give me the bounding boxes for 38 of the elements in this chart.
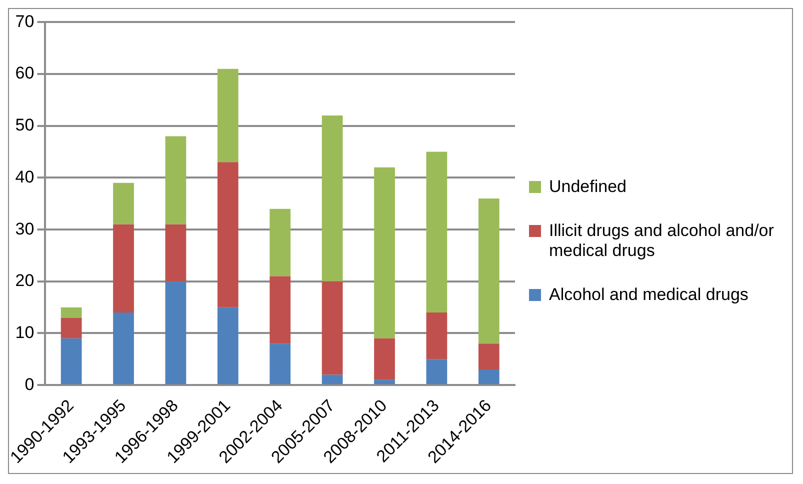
bar xyxy=(426,312,448,360)
y-tick-label: 20 xyxy=(15,271,34,290)
bar xyxy=(217,68,238,162)
bar xyxy=(478,370,500,384)
bar xyxy=(165,136,186,224)
y-tick-label: 30 xyxy=(15,219,34,238)
y-tick-label: 0 xyxy=(24,374,34,394)
bar xyxy=(217,307,238,384)
bar xyxy=(217,162,238,308)
legend-label: Alcohol and medical drugs xyxy=(549,285,748,305)
y-tick-label: 50 xyxy=(15,116,34,135)
bar xyxy=(270,276,291,344)
y-tick-label: 40 xyxy=(15,167,34,186)
bar xyxy=(322,281,343,375)
y-tick-label: 60 xyxy=(15,64,34,83)
bar xyxy=(165,281,186,384)
bar xyxy=(374,380,395,384)
bar xyxy=(478,198,500,344)
bar xyxy=(270,208,291,276)
legend-label: Undefined xyxy=(549,177,627,197)
bar xyxy=(60,318,82,338)
bar xyxy=(426,152,448,313)
bar xyxy=(60,307,82,318)
bar xyxy=(374,167,395,338)
y-tick-label: 10 xyxy=(15,322,34,342)
legend-label: Illicit drugs and alcohol and/or medical drugs xyxy=(549,221,775,261)
bar xyxy=(113,312,134,384)
bar xyxy=(478,344,500,370)
y-tick-label: 70 xyxy=(15,12,34,31)
bar xyxy=(60,338,82,384)
bar xyxy=(322,116,343,282)
bar xyxy=(165,224,186,282)
bar xyxy=(374,338,395,380)
bar xyxy=(113,224,134,313)
bar xyxy=(426,359,448,384)
bar xyxy=(270,344,291,384)
bar xyxy=(322,374,343,384)
bar xyxy=(113,182,134,224)
